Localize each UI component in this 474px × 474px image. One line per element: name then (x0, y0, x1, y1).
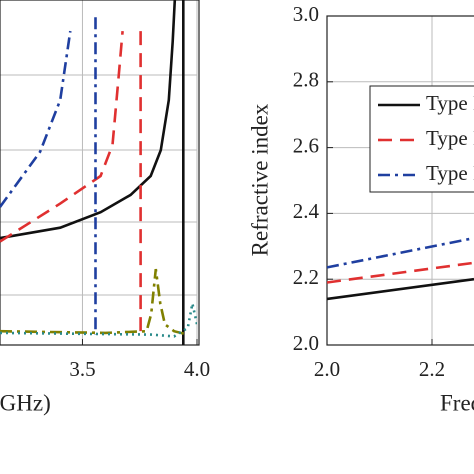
y-tick-label: 2.4 (293, 199, 320, 223)
x-axis-label: Frequency (GHz) (440, 390, 474, 415)
x-tick-label: 2.2 (419, 357, 445, 381)
series-line (0, 30, 142, 335)
series-line (327, 261, 474, 284)
y-tick-label: 2.0 (293, 331, 319, 355)
y-tick-label: 2.2 (293, 265, 319, 289)
series-line (0, 268, 189, 336)
y-tick-label: 3.0 (293, 2, 319, 26)
series-line (327, 236, 474, 269)
legend-label: Type I (426, 91, 474, 115)
y-axis-label: Refractive index (247, 103, 272, 256)
y-tick-label: 2.6 (293, 133, 319, 157)
left-grid (0, 74, 197, 296)
series-line (0, 0, 185, 345)
series-line (327, 277, 474, 301)
series-line (0, 303, 197, 338)
x-tick-label: 4.0 (184, 357, 210, 381)
legend-label: Type II (426, 126, 474, 150)
x-axis-label: (GHz) (0, 390, 51, 415)
x-tick-label: 3.5 (69, 357, 95, 381)
x-tick-label: 2.0 (314, 357, 340, 381)
y-tick-label: 2.8 (293, 68, 319, 92)
plot-frame (0, 0, 200, 346)
series-line (0, 17, 97, 335)
legend-label: Type III (426, 161, 474, 185)
plot-frame (326, 15, 474, 346)
